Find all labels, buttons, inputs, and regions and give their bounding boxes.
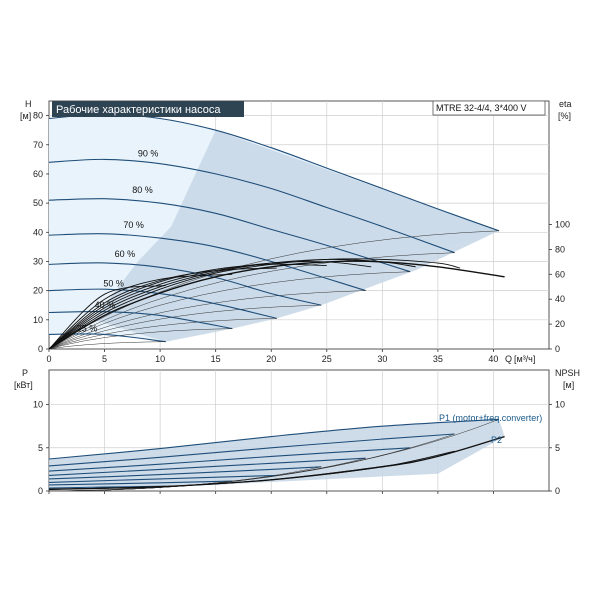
system-line-6	[49, 328, 233, 349]
eta-curve-5	[49, 267, 277, 349]
power-curve-0	[49, 418, 500, 460]
x-tick-label: 10	[155, 354, 165, 364]
chart-title-box	[52, 101, 244, 117]
y2-tick-label: 40	[555, 294, 565, 304]
y-tick-label: 0	[38, 486, 43, 496]
x-tick-label: 0	[46, 354, 51, 364]
system-line-1	[49, 252, 455, 349]
y-axis-unit-h: [м]	[20, 111, 31, 121]
power-curve-2	[49, 447, 411, 472]
chart-title: Рабочие характеристики насоса	[56, 104, 221, 116]
speed-label-1: 90 %	[138, 148, 159, 158]
head-curve-7	[49, 333, 166, 343]
x-tick-label: 25	[322, 354, 332, 364]
system-line-7	[49, 341, 166, 349]
x-tick-label: 5	[102, 354, 107, 364]
speed-label-6: 40 %	[95, 300, 116, 310]
y2-tick-label: 80	[555, 244, 565, 254]
y2-axis-unit-eta: [%]	[558, 111, 571, 121]
y-tick-label: 10	[33, 315, 43, 325]
y2-tick-label: 20	[555, 319, 565, 329]
speed-label-3: 70 %	[123, 220, 144, 230]
head-curves	[49, 113, 500, 349]
npsh-curve-2	[49, 462, 411, 490]
x-tick-label: 40	[488, 354, 498, 364]
x-tick-label: 20	[266, 354, 276, 364]
y2-axis-unit-npsh: [м]	[563, 380, 574, 390]
y-tick-label: 60	[33, 169, 43, 179]
pump-model: MTRE 32-4/4, 3*400 V	[436, 103, 527, 113]
top-axis-ticks: 0 5 10 15 20 25 30 35 40 0 10 20 30 40 50 60 70 80 0 20 40 60…	[33, 111, 570, 364]
model-box	[432, 100, 546, 116]
eta-curve-6	[49, 273, 233, 349]
x-axis-unit-q: [м³/ч]	[514, 354, 535, 364]
y-tick-label: 0	[38, 344, 43, 354]
y2-tick-label: 60	[555, 269, 565, 279]
speed-label-4: 60 %	[115, 249, 136, 259]
power-curve-1	[49, 433, 455, 467]
speed-label-7: 25 %	[77, 324, 98, 334]
power-curve-6	[49, 480, 233, 486]
system-line-2	[49, 271, 411, 349]
bottom-axis-ticks: 0 5 10 0 5 10	[33, 400, 565, 496]
y-tick-label: 70	[33, 140, 43, 150]
npsh-curves	[49, 435, 505, 490]
y-axis-label-h: H	[25, 99, 32, 109]
speed-label-2: 80 %	[132, 185, 153, 195]
power-shade	[49, 419, 505, 490]
y-tick-label: 80	[33, 111, 43, 121]
series-label-p1: P1 (motor+freq.converter)	[439, 413, 542, 423]
y-tick-label: 40	[33, 227, 43, 237]
head-curve-2	[49, 198, 411, 273]
head-curve-4	[49, 262, 322, 306]
y-tick-label: 20	[33, 286, 43, 296]
power-curve-4	[49, 466, 322, 480]
y2-tick-label: 10	[555, 400, 565, 410]
power-curves	[49, 418, 500, 491]
y2-axis-label-npsh: NPSH	[555, 368, 580, 378]
system-line-3	[49, 290, 366, 349]
power-curve-5	[49, 474, 277, 483]
eta-curve-2	[49, 258, 416, 349]
head-curve-6	[49, 311, 233, 330]
x-tick-label: 30	[377, 354, 387, 364]
y-axis-label-p: P	[22, 368, 28, 378]
y2-tick-label: 0	[555, 344, 560, 354]
y-tick-label: 50	[33, 198, 43, 208]
head-curve-3	[49, 233, 366, 292]
y2-tick-label: 0	[555, 486, 560, 496]
y2-tick-label: 100	[555, 220, 570, 230]
efficiency-curves	[49, 258, 505, 349]
eta-curve-7	[49, 285, 166, 349]
head-curve-1	[49, 158, 455, 254]
power-curve-3	[49, 457, 366, 476]
speed-label-5: 50 %	[103, 278, 124, 288]
x-tick-label: 15	[211, 354, 221, 364]
y2-axis-label-eta: eta	[559, 99, 572, 109]
y-axis-unit-p: [кВт]	[14, 380, 33, 390]
y-tick-label: 10	[33, 400, 43, 410]
y-tick-label: 30	[33, 256, 43, 266]
eta-curve-0	[49, 260, 505, 349]
system-line-5	[49, 318, 277, 349]
series-label-p2: P2	[491, 435, 502, 445]
system-line-4	[49, 304, 322, 349]
y2-tick-label: 5	[555, 443, 560, 453]
x-tick-label: 35	[433, 354, 443, 364]
y-tick-label: 5	[38, 443, 43, 453]
x-axis-label-q: Q	[505, 354, 512, 364]
power-range-shade	[49, 419, 505, 490]
